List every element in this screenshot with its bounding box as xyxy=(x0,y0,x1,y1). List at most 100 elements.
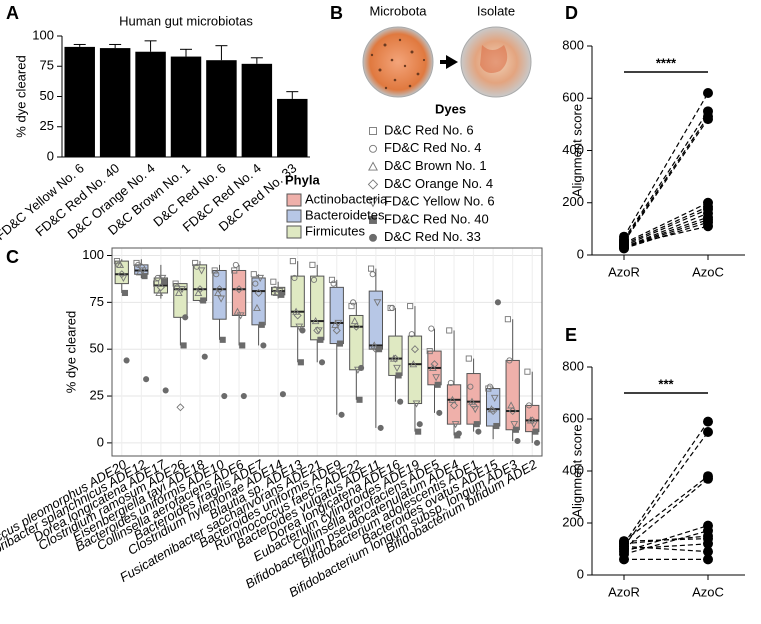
point xyxy=(532,428,539,435)
point xyxy=(253,303,261,312)
point xyxy=(233,307,242,315)
point xyxy=(172,280,179,287)
legend-symbol xyxy=(369,233,377,242)
point xyxy=(295,323,304,331)
legend-label: Actinobacteria xyxy=(305,191,388,206)
legend-label: D&C Brown No. 1 xyxy=(384,158,487,173)
x-tick-label: AzoC xyxy=(692,584,724,599)
point xyxy=(506,357,513,364)
point xyxy=(334,319,343,328)
point xyxy=(467,383,474,390)
point xyxy=(430,360,439,369)
y-axis-label: Alignment score xyxy=(569,424,584,517)
y-tick-label: 600 xyxy=(562,90,584,105)
legend-title: Dyes xyxy=(435,101,466,116)
point xyxy=(121,289,129,297)
legend-swatch xyxy=(286,193,302,207)
point xyxy=(135,268,144,276)
point xyxy=(275,288,284,296)
box xyxy=(192,264,208,301)
plot-frame xyxy=(111,247,543,457)
point xyxy=(410,345,419,354)
point xyxy=(619,554,629,565)
point xyxy=(200,297,207,304)
point xyxy=(250,271,257,278)
point xyxy=(619,240,629,251)
point xyxy=(270,278,277,285)
point xyxy=(197,267,206,275)
point xyxy=(391,354,400,363)
image-label: Microbota xyxy=(369,3,427,18)
panel-label: B xyxy=(330,3,343,23)
legend-label: FD&C Yellow No. 6 xyxy=(384,194,495,209)
point xyxy=(180,342,187,349)
box xyxy=(466,373,481,425)
legend-symbol xyxy=(368,161,378,171)
y-tick-label: 0 xyxy=(97,434,104,449)
point xyxy=(291,274,298,282)
point xyxy=(155,288,164,297)
plate-images xyxy=(362,26,532,98)
point xyxy=(473,421,480,428)
y-axis-label: % dye cleared xyxy=(63,311,78,393)
box xyxy=(525,404,540,433)
box xyxy=(368,290,384,350)
x-tick-label: AzoC xyxy=(692,264,724,279)
point xyxy=(465,355,472,362)
point xyxy=(299,327,306,334)
legend-label: Bacteroidetes xyxy=(305,207,385,222)
panel-label: A xyxy=(6,3,19,23)
point xyxy=(195,285,204,294)
point xyxy=(309,261,316,268)
box xyxy=(446,384,462,425)
streak xyxy=(480,45,508,73)
image-label: Isolate xyxy=(477,3,515,18)
point xyxy=(314,327,323,335)
point xyxy=(450,401,459,410)
point xyxy=(317,336,324,343)
point xyxy=(529,421,538,429)
point xyxy=(376,346,383,353)
legend-label: FD&C Red No. 4 xyxy=(384,140,482,155)
point xyxy=(338,411,345,418)
panel-label: E xyxy=(565,325,577,345)
point xyxy=(328,276,336,283)
panel-label: C xyxy=(6,247,19,267)
legend-symbol xyxy=(368,198,378,208)
pair-line xyxy=(623,225,709,247)
point xyxy=(192,259,199,267)
legend-swatch xyxy=(286,209,302,223)
arrow-head xyxy=(446,55,458,69)
point xyxy=(489,407,498,416)
point xyxy=(231,267,238,274)
point xyxy=(178,286,186,294)
bar xyxy=(170,56,202,157)
point xyxy=(156,283,165,292)
point xyxy=(393,364,401,372)
point xyxy=(193,263,200,270)
bar xyxy=(241,63,273,157)
point xyxy=(176,403,185,412)
point xyxy=(310,276,318,283)
bar xyxy=(99,48,131,157)
point xyxy=(153,280,160,287)
pair-line xyxy=(623,118,709,243)
point xyxy=(278,291,285,298)
plate-microbiota xyxy=(362,26,434,98)
pair-line xyxy=(623,475,709,542)
point xyxy=(256,274,265,283)
point xyxy=(408,331,415,338)
y-axis-label: Alignment score xyxy=(569,104,584,197)
point xyxy=(409,360,418,368)
y-tick-label: 100 xyxy=(32,27,54,42)
y-tick-label: 25 xyxy=(90,387,104,402)
y-tick-label: 200 xyxy=(562,514,584,529)
pair-line xyxy=(623,530,709,555)
point xyxy=(240,392,247,400)
point xyxy=(397,398,404,405)
y-tick-label: 0 xyxy=(577,566,584,581)
box xyxy=(251,277,266,326)
point xyxy=(232,261,239,268)
point xyxy=(703,533,713,544)
point xyxy=(487,405,496,413)
